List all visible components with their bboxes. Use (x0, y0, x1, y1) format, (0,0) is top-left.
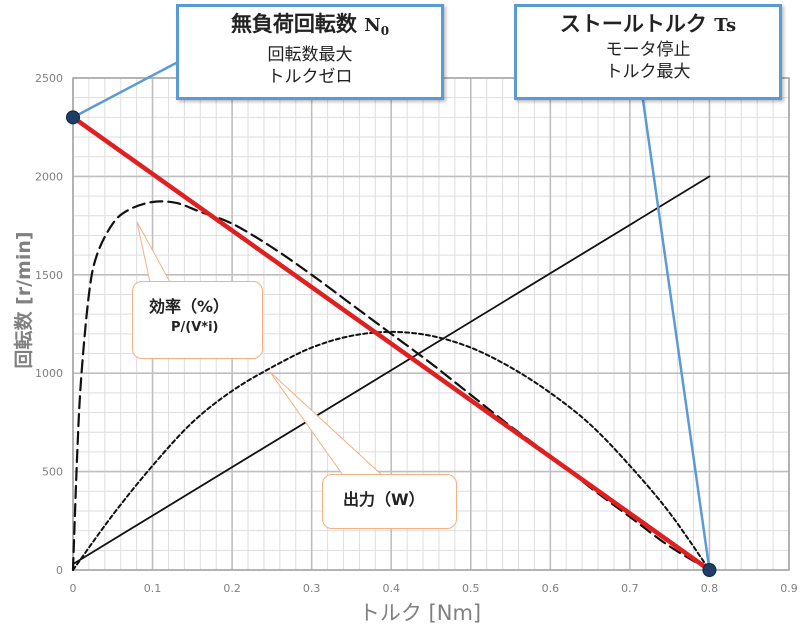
no-load-title-line: 無負荷回転数 N0 (179, 11, 441, 44)
y-tick-label: 2000 (35, 170, 63, 183)
y-tick-label: 0 (56, 564, 63, 577)
series-電流 (72, 175, 711, 565)
x-tick-label: 0.6 (542, 582, 560, 595)
y-tick-label: 2500 (35, 72, 63, 85)
y-axis-label: 回転数 [r/min] (12, 231, 35, 368)
no-load-symbol: N0 (364, 15, 390, 38)
x-tick-label: 0.7 (621, 582, 639, 595)
axes: 0 0.1 0.2 0.3 0.4 0.5 0.6 0.7 0.8 0.9 0 500 1000 1500… (35, 72, 798, 595)
x-tick-label: 0.4 (382, 582, 400, 595)
x-tick-label: 0.9 (780, 582, 798, 595)
y-tick-label: 500 (42, 466, 63, 479)
series-回転数 (70, 115, 712, 573)
no-load-leader-line (72, 60, 179, 119)
efficiency-pointer (136, 221, 171, 283)
no-load-title: 無負荷回転数 (230, 12, 357, 36)
no-load-point (66, 110, 80, 125)
no-load-line1: 回転数最大 (267, 45, 353, 65)
stall-point (702, 563, 717, 577)
series-出力 (72, 330, 711, 571)
series-group (70, 115, 712, 573)
efficiency-title: 効率（%） (149, 297, 230, 316)
no-load-line2: トルクゼロ (267, 67, 353, 87)
efficiency-formula: P/(V*i) (171, 320, 219, 335)
x-tick-label: 0.2 (223, 582, 241, 595)
stall-line2: トルク最大 (605, 62, 691, 82)
y-tick-label: 1000 (35, 367, 63, 380)
stall-title: ストールトルク (559, 12, 707, 36)
output-note: 出力（W） (322, 474, 457, 529)
x-tick-label: 0 (70, 582, 77, 595)
x-tick-label: 0.3 (303, 582, 321, 595)
points (66, 110, 717, 577)
stall-leader-line (641, 99, 711, 571)
efficiency-note: 効率（%） P/(V*i) (132, 281, 263, 359)
stall-symbol: Ts (714, 15, 737, 36)
stall-line1: モータ停止 (605, 40, 691, 60)
stall-title-line: ストールトルク Ts (517, 11, 779, 39)
x-tick-label: 0.8 (701, 582, 719, 595)
x-tick-label: 0.5 (462, 582, 480, 595)
y-tick-label: 1500 (35, 269, 63, 282)
no-load-callout: 無負荷回転数 N0 回転数最大 トルクゼロ (176, 4, 444, 100)
x-axis-label: トルク [Nm] (359, 601, 481, 625)
output-title: 出力（W） (343, 490, 425, 509)
x-tick-label: 0.1 (144, 582, 162, 595)
stall-callout: ストールトルク Ts モータ停止 トルク最大 (514, 4, 782, 100)
